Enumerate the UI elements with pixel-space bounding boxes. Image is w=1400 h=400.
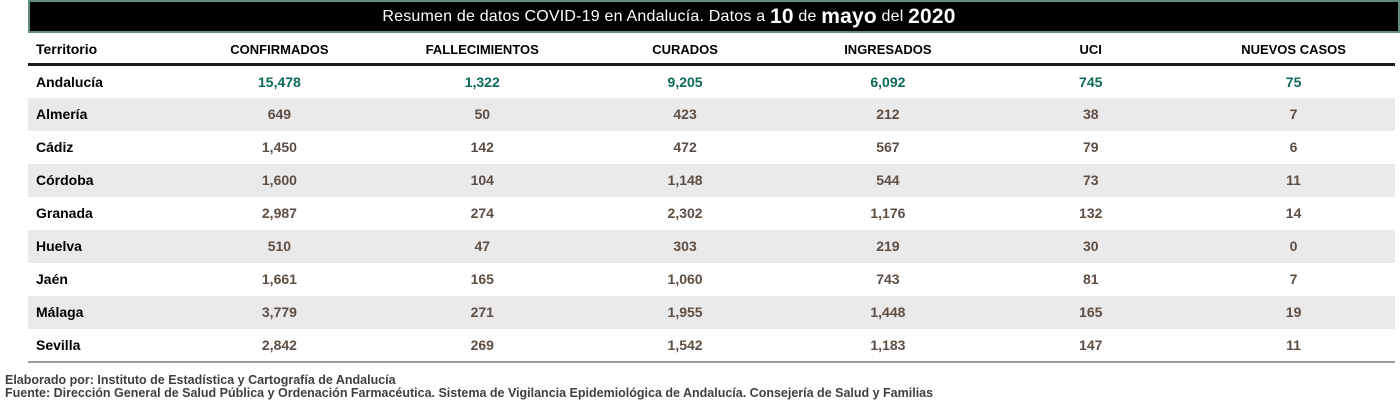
cell-curados: 303 (673, 238, 697, 254)
cell-confirmados: 1,661 (261, 271, 297, 287)
table-row[interactable]: Andalucía 15,478 1,322 9,205 6,092 745 75 (28, 64, 1395, 98)
column-header-nuevos-casos[interactable]: NUEVOS CASOS (1192, 33, 1395, 66)
cell-fallecimientos: 269 (470, 336, 494, 353)
footer-fuente: Fuente: Dirección General de Salud Públi… (5, 385, 934, 400)
column-header-uci[interactable]: UCI (989, 33, 1193, 66)
cell-nuevos-casos: 11 (1286, 172, 1301, 188)
table-row[interactable]: Granada 2,987 274 2,302 1,176 132 14 (28, 196, 1395, 230)
cell-nuevos-casos: 19 (1285, 304, 1302, 320)
table-row[interactable]: Córdoba 1,600 104 1,148 544 73 11 (28, 163, 1395, 197)
footer: Elaborado por: Instituto de Estadística … (5, 372, 1400, 400)
territory-cell: Granada (36, 205, 93, 221)
report-title-month: mayo (821, 4, 877, 28)
report-title-day: 10 (769, 4, 794, 28)
cell-confirmados: 1,450 (261, 139, 297, 155)
cell-confirmados: 3,779 (261, 304, 297, 320)
cell-fallecimientos: 47 (474, 238, 491, 254)
table-body: Andalucía 15,478 1,322 9,205 6,092 745 75 Almer… (28, 64, 1395, 362)
territory-cell: Jaén (36, 271, 68, 287)
cell-ingresados: 1,183 (870, 336, 906, 353)
cell-uci: 147 (1079, 336, 1103, 353)
cell-fallecimientos: 1,322 (464, 73, 500, 90)
cell-uci: 79 (1082, 139, 1099, 155)
covid-summary-table: Territorio CONFIRMADOS FALLECIMIENTOS CU… (28, 33, 1395, 363)
cell-confirmados: 510 (267, 238, 292, 254)
cell-nuevos-casos: 0 (1289, 238, 1298, 254)
table-row[interactable]: Sevilla 2,842 269 1,542 1,183 147 11 (28, 328, 1395, 362)
territory-cell: Málaga (36, 304, 84, 320)
cell-ingresados: 544 (876, 172, 900, 188)
territory-cell: Sevilla (36, 336, 81, 353)
report-title-sep1: de (793, 7, 822, 25)
cell-confirmados: 649 (267, 106, 292, 122)
cell-ingresados: 1,176 (870, 205, 906, 221)
footer-elaborado: Elaborado por: Instituto de Estadística … (5, 372, 396, 387)
cell-nuevos-casos: 11 (1286, 336, 1301, 353)
table-row[interactable]: Jaén 1,661 165 1,060 743 81 7 (28, 262, 1395, 296)
cell-nuevos-casos: 7 (1289, 271, 1298, 287)
column-header-row: Territorio CONFIRMADOS FALLECIMIENTOS CU… (28, 33, 1395, 66)
cell-curados: 2,302 (667, 205, 703, 221)
cell-uci: 81 (1082, 271, 1099, 287)
cell-fallecimientos: 104 (470, 172, 494, 188)
column-header-ingresados[interactable]: INGRESADOS (786, 33, 990, 66)
territory-cell: Córdoba (36, 172, 94, 188)
cell-ingresados: 6,092 (870, 73, 906, 90)
table-row[interactable]: Almería 649 50 423 212 38 7 (28, 97, 1395, 131)
cell-curados: 1,542 (667, 336, 703, 353)
report-title-year: 2020 (908, 4, 956, 28)
cell-curados: 423 (673, 106, 697, 122)
column-header-curados[interactable]: CURADOS (583, 33, 787, 66)
cell-uci: 73 (1082, 172, 1099, 188)
column-header-confirmados[interactable]: CONFIRMADOS (178, 33, 381, 66)
cell-curados: 9,205 (667, 73, 703, 90)
cell-uci: 165 (1079, 304, 1103, 320)
title-bar: Resumen de datos COVID-19 en Andalucía. … (28, 0, 1400, 33)
cell-fallecimientos: 50 (474, 106, 491, 122)
cell-ingresados: 212 (876, 106, 900, 122)
cell-confirmados: 1,600 (261, 172, 297, 188)
territory-cell: Cádiz (36, 139, 74, 155)
column-header-fallecimientos[interactable]: FALLECIMIENTOS (380, 33, 584, 66)
territory-cell: Huelva (36, 238, 82, 254)
covid-summary-table-wrap: Territorio CONFIRMADOS FALLECIMIENTOS CU… (28, 33, 1395, 363)
report-title-prefix: Resumen de datos COVID-19 en Andalucía. … (382, 7, 770, 25)
cell-curados: 1,148 (667, 172, 703, 188)
cell-curados: 1,060 (667, 271, 703, 287)
cell-ingresados: 567 (876, 139, 900, 155)
cell-uci: 30 (1082, 238, 1099, 254)
cell-confirmados: 2,987 (261, 205, 297, 221)
cell-nuevos-casos: 14 (1285, 205, 1302, 221)
cell-ingresados: 219 (876, 238, 900, 254)
cell-confirmados: 2,842 (261, 336, 297, 353)
cell-ingresados: 1,448 (870, 304, 906, 320)
cell-fallecimientos: 142 (470, 139, 494, 155)
table-row[interactable]: Málaga 3,779 271 1,955 1,448 165 19 (28, 295, 1395, 329)
territory-cell: Andalucía (36, 73, 103, 90)
cell-nuevos-casos: 75 (1285, 73, 1302, 90)
territory-cell: Almería (36, 106, 88, 122)
cell-uci: 745 (1079, 73, 1103, 90)
cell-uci: 38 (1082, 106, 1099, 122)
cell-ingresados: 743 (876, 271, 900, 287)
cell-curados: 472 (673, 139, 697, 155)
cell-nuevos-casos: 7 (1289, 106, 1298, 122)
table-row[interactable]: Huelva 510 47 303 219 30 0 (28, 229, 1395, 263)
cell-nuevos-casos: 6 (1289, 139, 1298, 155)
cell-curados: 1,955 (667, 304, 703, 320)
cell-confirmados: 15,478 (258, 73, 301, 90)
column-header-territorio[interactable]: Territorio (28, 33, 178, 66)
cell-uci: 132 (1079, 205, 1103, 221)
report-title-sep2: del (876, 7, 909, 25)
cell-fallecimientos: 271 (470, 304, 494, 320)
cell-fallecimientos: 274 (470, 205, 494, 221)
table-row[interactable]: Cádiz 1,450 142 472 567 79 6 (28, 130, 1395, 164)
cell-fallecimientos: 165 (470, 271, 494, 287)
